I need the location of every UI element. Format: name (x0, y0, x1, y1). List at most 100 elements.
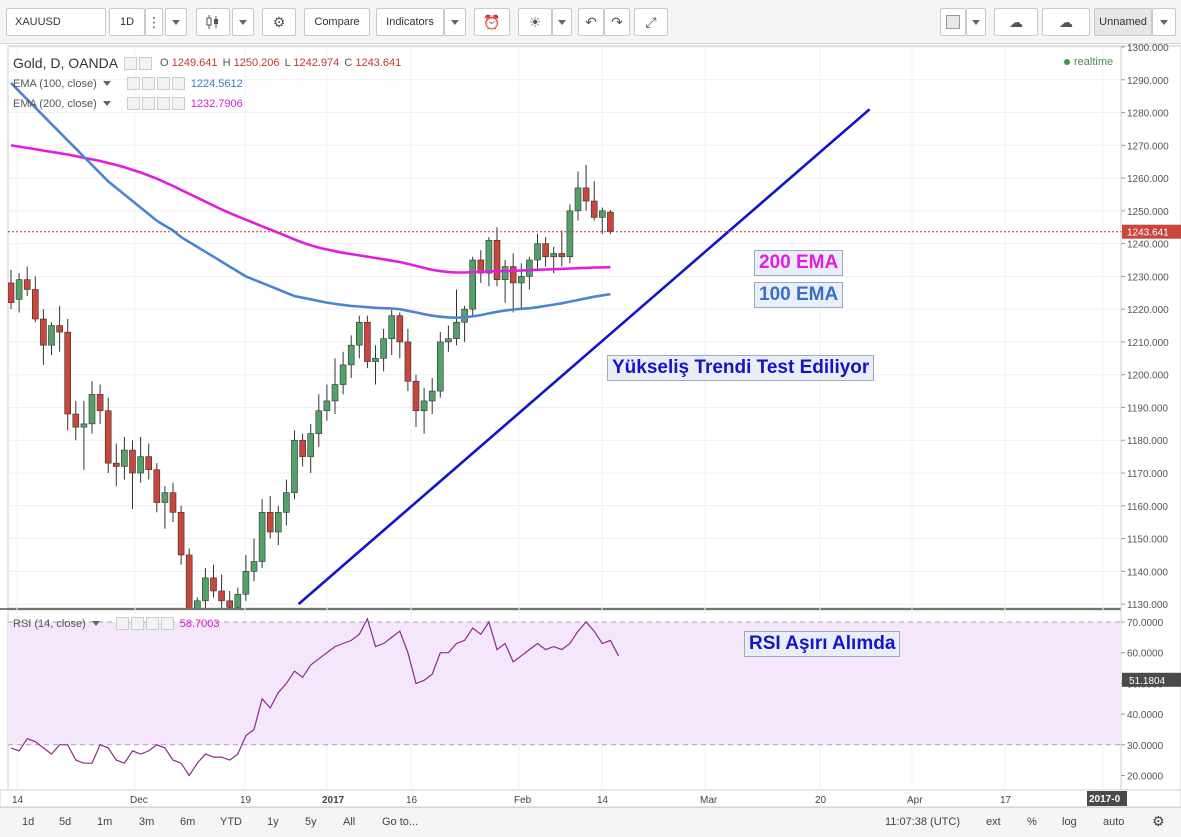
chevron-down-icon (972, 19, 980, 25)
low-label: L (284, 57, 291, 69)
range-5d[interactable]: 5d (59, 816, 72, 828)
candle-down (169, 492, 177, 513)
candle-down (590, 200, 598, 218)
bulb-icon[interactable]: ☀ (518, 8, 552, 36)
candle-up (202, 577, 209, 602)
realtime-indicator: realtime (1064, 56, 1113, 68)
range-6m[interactable]: 6m (180, 816, 196, 828)
rsi-value: 58.7003 (179, 617, 220, 630)
rsi-line (10, 617, 620, 777)
interval-button[interactable]: 1D (109, 8, 145, 36)
gear-icon[interactable]: ⚙ (1152, 813, 1165, 829)
candle-up (48, 325, 55, 346)
chart-canvas[interactable]: 1300.000 1290.000 1280.000 1270.000 1260.000… (0, 44, 1181, 807)
price-tick-label: 1260.000 (1127, 174, 1169, 185)
price-pane (7, 45, 1122, 609)
goto-button[interactable]: Go to... (382, 816, 419, 828)
range-ytd[interactable]: YTD (220, 816, 242, 828)
range-3m[interactable]: 3m (139, 816, 155, 828)
ext-toggle[interactable]: ext (986, 816, 1001, 828)
cloud-download-icon[interactable]: ☁ (994, 8, 1038, 36)
auto-toggle[interactable]: auto (1103, 816, 1125, 828)
candle-up (283, 492, 290, 513)
bulb-dropdown[interactable] (552, 8, 572, 36)
rsi-band (8, 622, 1121, 745)
chevron-down-icon (558, 19, 566, 25)
price-series-group (8, 82, 871, 608)
candle-up (121, 449, 128, 467)
candle-up (388, 315, 396, 339)
chevron-down-icon[interactable] (102, 101, 111, 106)
chevron-down-icon[interactable] (102, 81, 111, 86)
log-toggle[interactable]: log (1062, 816, 1077, 828)
alert-icon[interactable]: ⏰ (474, 8, 510, 36)
swatch-dropdown[interactable] (966, 8, 986, 36)
candle-down (153, 469, 161, 503)
ema100-annotation[interactable]: 100 EMA (754, 282, 844, 308)
candle-up (274, 512, 282, 533)
low-value: 1242.974 (293, 57, 340, 69)
cloud-upload-icon[interactable]: ☁ (1042, 8, 1090, 36)
layout-name: Unnamed (1099, 16, 1147, 28)
percent-toggle[interactable]: % (1027, 816, 1037, 828)
chart-type-dropdown[interactable] (232, 8, 254, 36)
candle-up (258, 512, 266, 562)
symbol-text: XAUUSD (15, 16, 61, 28)
interval-dropdown[interactable] (165, 8, 187, 36)
undo-icon[interactable]: ↶ (578, 8, 604, 36)
price-tick-label: 1140.000 (1127, 567, 1168, 578)
ema200-annotation[interactable]: 200 EMA (754, 250, 844, 276)
chevron-down-icon (239, 19, 247, 25)
rsi-controls[interactable] (115, 617, 174, 630)
candle-up (250, 561, 258, 572)
redo-icon[interactable]: ↷ (604, 8, 630, 36)
gear-icon[interactable]: ⚙ (262, 8, 296, 36)
candle-down (210, 577, 217, 592)
trend-annotation[interactable]: Yükseliş Trendi Test Ediliyor (607, 355, 875, 381)
candle-up (355, 321, 363, 346)
candle-down (96, 394, 104, 412)
last-price-tag (1122, 224, 1181, 239)
main-series-title: Gold, D, OANDA (13, 55, 119, 71)
clock-time: 11:07:38 (UTC) (885, 816, 960, 828)
range-5y[interactable]: 5y (305, 816, 317, 828)
more-vertical-icon[interactable]: ⋮ (145, 8, 163, 36)
fullscreen-icon[interactable]: ⤢ (634, 8, 668, 36)
time-tick-label: 16 (406, 795, 418, 806)
trendline (297, 108, 871, 606)
candle-down (72, 413, 80, 428)
range-1d[interactable]: 1d (22, 816, 35, 828)
candle-up (574, 187, 582, 212)
rsi-annotation[interactable]: RSI Aşırı Alımda (744, 631, 901, 657)
candle-up (469, 259, 477, 310)
candle-up (501, 266, 509, 280)
chevron-down-icon[interactable] (91, 621, 100, 626)
layout-name-button[interactable]: Unnamed (1094, 8, 1152, 36)
range-all[interactable]: All (343, 816, 356, 828)
time-tick-label: 14 (12, 795, 24, 806)
price-tick-label: 1250.000 (1127, 207, 1169, 218)
series-controls[interactable] (124, 56, 153, 70)
range-1y[interactable]: 1y (267, 816, 279, 828)
ema200-controls[interactable] (126, 97, 185, 110)
layout-dropdown[interactable] (1152, 8, 1176, 36)
ema100-controls[interactable] (126, 77, 185, 90)
compare-button[interactable]: Compare (304, 8, 370, 36)
candle-up (372, 358, 379, 362)
close-label: C (344, 57, 353, 69)
indicators-button[interactable]: Indicators (376, 8, 444, 36)
color-swatch-icon[interactable] (940, 8, 966, 36)
candle-up (323, 400, 331, 412)
candle-up (517, 276, 525, 284)
indicators-dropdown[interactable] (444, 8, 466, 36)
candles-icon[interactable] (196, 8, 230, 36)
symbol-input[interactable]: XAUUSD (6, 8, 106, 36)
candle-up (534, 243, 541, 261)
top-toolbar: XAUUSD 1D ⋮ ⚙ Compare Indicators ⏰ ☀ ↶ ↷… (0, 0, 1181, 44)
realtime-label: realtime (1074, 56, 1114, 68)
candle-up (161, 492, 169, 503)
candle-up (234, 593, 242, 608)
time-tick-label: 17 (1000, 795, 1012, 806)
range-1m[interactable]: 1m (97, 816, 113, 828)
rsi-tick-label: 30.0000 (1127, 741, 1164, 752)
